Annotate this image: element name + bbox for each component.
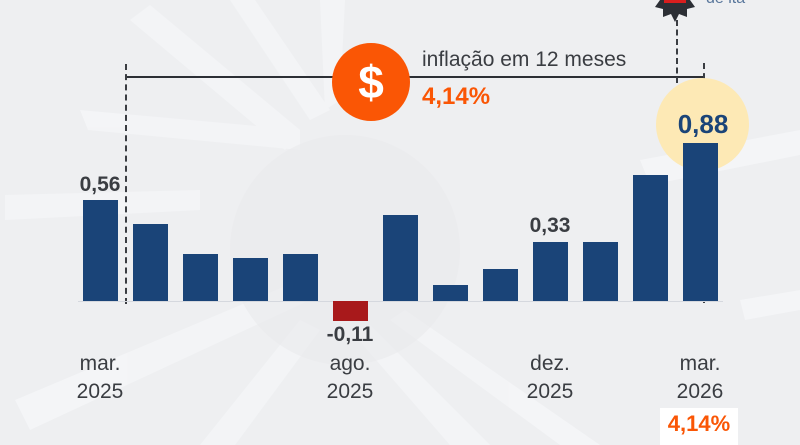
dollar-sign-icon: $ bbox=[332, 43, 410, 121]
badge-cropped-text: de ita bbox=[706, 0, 745, 8]
value-label-last: 0,88 bbox=[677, 109, 729, 139]
x-tick-label: ago. 2025 bbox=[326, 352, 374, 403]
dashed-line-start bbox=[125, 64, 127, 304]
bar bbox=[283, 254, 318, 301]
bar bbox=[683, 142, 718, 301]
starburst-badge-icon bbox=[655, 0, 695, 22]
annotation-label: inflação em 12 meses bbox=[422, 48, 627, 71]
bar bbox=[583, 241, 618, 301]
bar bbox=[233, 257, 268, 301]
x-tick-label: dez. 2025 bbox=[526, 352, 574, 403]
baseline bbox=[78, 301, 723, 302]
value-label-negative: -0,11 bbox=[326, 323, 374, 346]
bar bbox=[433, 284, 468, 301]
annotation-value: 4,14% bbox=[422, 83, 491, 110]
bar bbox=[83, 200, 118, 301]
bar bbox=[133, 223, 168, 301]
bar bbox=[333, 301, 368, 321]
bar bbox=[183, 254, 218, 301]
dashed-line-badge bbox=[676, 20, 678, 83]
x-tick-label: mar. 2026 bbox=[676, 352, 724, 403]
bar bbox=[483, 268, 518, 301]
x-tick-label: mar. 2025 bbox=[76, 352, 124, 403]
bracket-line bbox=[125, 76, 705, 78]
value-label-dec: 0,33 bbox=[529, 214, 571, 237]
bar bbox=[383, 214, 418, 301]
accumulated-badge: 4,14% bbox=[660, 408, 738, 445]
bar bbox=[633, 175, 668, 301]
value-label-first: 0,56 bbox=[79, 173, 121, 196]
bar bbox=[533, 241, 568, 301]
